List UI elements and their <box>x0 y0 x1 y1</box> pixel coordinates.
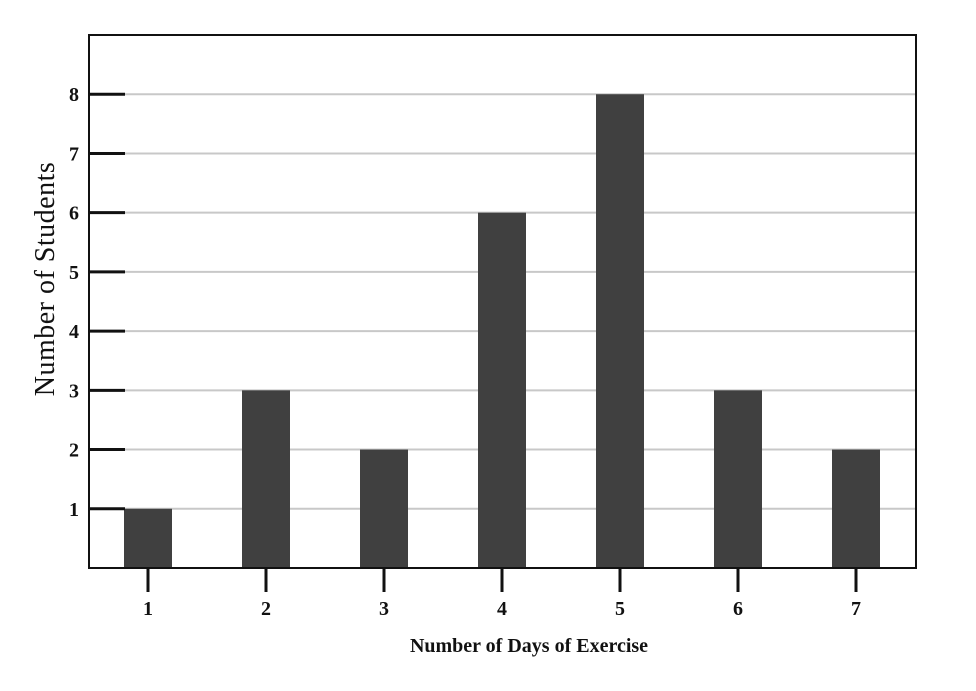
bar-6 <box>714 390 762 568</box>
y-tick-label: 3 <box>69 380 79 402</box>
y-tick-label: 8 <box>69 84 79 106</box>
y-tick-label: 1 <box>69 499 79 521</box>
bar-1 <box>124 508 172 568</box>
bar-7 <box>832 449 880 568</box>
x-axis-title: Number of Days of Exercise <box>410 635 648 657</box>
x-tick-label: 5 <box>615 598 625 620</box>
x-tick-label: 4 <box>497 598 507 620</box>
y-tick-label: 4 <box>69 321 79 343</box>
bar-2 <box>242 390 290 568</box>
x-tick-label: 2 <box>261 598 271 620</box>
bars <box>124 94 880 568</box>
bar-3 <box>360 449 408 568</box>
x-tick-label: 6 <box>733 598 743 620</box>
x-tick-label: 3 <box>379 598 389 620</box>
x-tick-label: 1 <box>143 598 153 620</box>
x-axis-ticks: 1 2 3 4 5 6 7 <box>143 568 861 620</box>
y-axis-title: Number of Students <box>30 162 61 397</box>
bar-4 <box>478 212 526 568</box>
y-tick-label: 2 <box>69 440 79 462</box>
x-tick-label: 7 <box>851 598 861 620</box>
bar-5 <box>596 94 644 568</box>
y-tick-label: 6 <box>69 203 79 225</box>
y-axis-ticks: 1 2 3 4 5 6 7 8 <box>69 84 125 521</box>
y-tick-label: 5 <box>69 262 79 284</box>
y-tick-label: 7 <box>69 143 79 165</box>
